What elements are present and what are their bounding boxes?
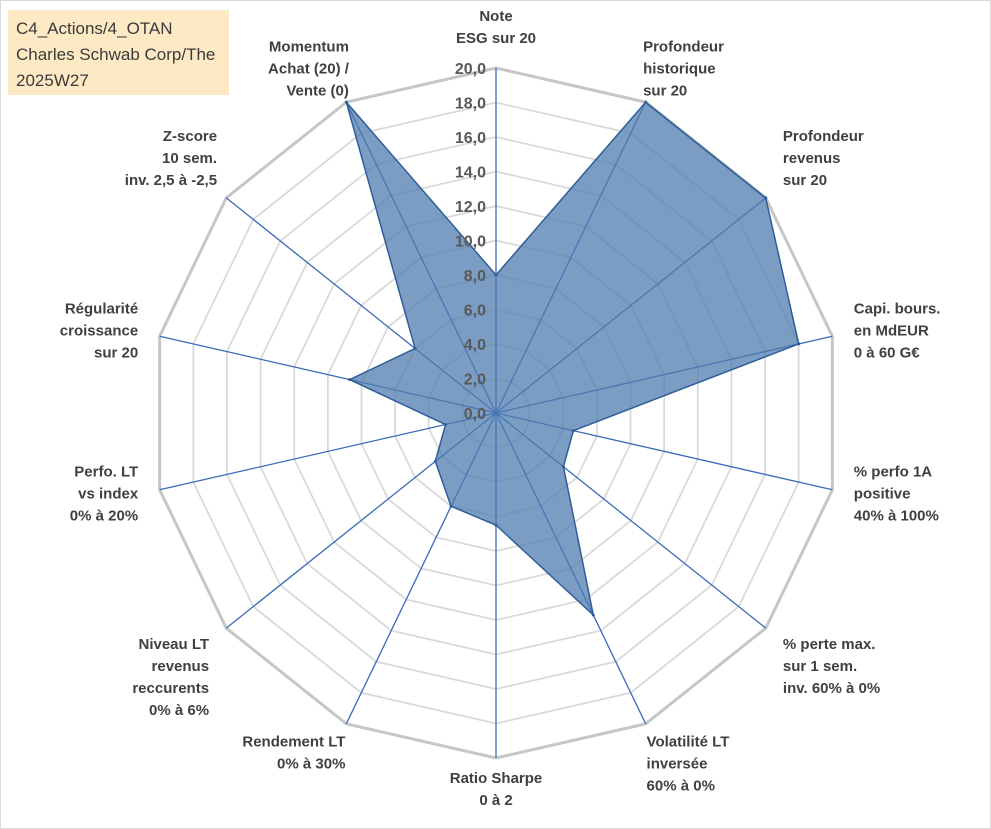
axis-label-11: Régularité croissance sur 20 — [60, 300, 138, 361]
data-point-8 — [449, 504, 453, 508]
radar-series — [344, 100, 801, 618]
axis-labels: Note ESG sur 20 Profondeur historique sur 20… — [60, 8, 941, 809]
tick-label-7: 14,0 — [455, 165, 486, 182]
axis-label-8: Rendement LT 0% à 30% — [242, 734, 345, 773]
tick-label-10: 20,0 — [455, 61, 486, 78]
axis-label-9: Niveau LT revenus reccurents 0% à 6% — [132, 636, 209, 719]
title-line-1: C4_Actions/4_OTAN — [16, 19, 173, 38]
tick-label-6: 12,0 — [455, 199, 486, 216]
tick-label-9: 18,0 — [455, 96, 486, 113]
data-point-2 — [764, 196, 768, 200]
radial-tick-labels: 0,0 2,0 4,0 6,0 8,0 10,0 12,0 14,0 16,0 18,0 20,0 — [455, 61, 486, 423]
title-line-2: Charles Schwab Corp/The — [16, 45, 216, 64]
tick-label-4: 8,0 — [464, 268, 486, 285]
title-line-3: 2025W27 — [16, 71, 89, 90]
axis-label-4: % perfo 1A positive 40% à 100% — [854, 464, 939, 525]
chart-title-box: C4_Actions/4_OTAN Charles Schwab Corp/Th… — [8, 10, 229, 95]
tick-label-5: 10,0 — [455, 234, 486, 251]
data-point-12 — [413, 346, 417, 350]
data-point-9 — [433, 459, 437, 463]
data-point-13 — [344, 100, 348, 104]
data-point-5 — [561, 465, 565, 469]
data-point-7 — [494, 523, 498, 527]
axis-label-1: Profondeur historique sur 20 — [643, 38, 724, 99]
axis-spoke-10 — [159, 412, 497, 491]
data-point-4 — [571, 429, 575, 433]
axis-label-13: Momentum Achat (20) / Vente (0) — [268, 38, 350, 99]
data-point-10 — [444, 423, 448, 427]
data-point-1 — [644, 100, 648, 104]
axis-label-2: Profondeur revenus sur 20 — [783, 128, 864, 189]
tick-label-0: 0,0 — [464, 406, 486, 423]
axis-label-0: Note ESG sur 20 — [456, 8, 536, 47]
data-point-3 — [797, 342, 801, 346]
tick-label-3: 6,0 — [464, 303, 486, 320]
tick-label-8: 16,0 — [455, 130, 486, 147]
data-point-0 — [494, 273, 498, 277]
series-area-0 — [345, 101, 800, 618]
tick-label-1: 2,0 — [464, 372, 486, 389]
data-point-6 — [591, 613, 595, 617]
axis-label-10: Perfo. LT vs index 0% à 20% — [70, 464, 139, 525]
tick-label-2: 4,0 — [464, 337, 486, 354]
axis-label-12: Z-score 10 sem. inv. 2,5 à -2,5 — [125, 128, 217, 189]
data-point-11 — [348, 378, 352, 382]
axis-label-7: Ratio Sharpe 0 à 2 — [450, 770, 543, 809]
axis-label-3: Capi. bours. en MdEUR 0 à 60 G€ — [854, 300, 941, 361]
axis-label-6: Volatilité LT inversée 60% à 0% — [647, 734, 730, 795]
axis-label-5: % perte max. sur 1 sem. inv. 60% à 0% — [783, 636, 880, 697]
